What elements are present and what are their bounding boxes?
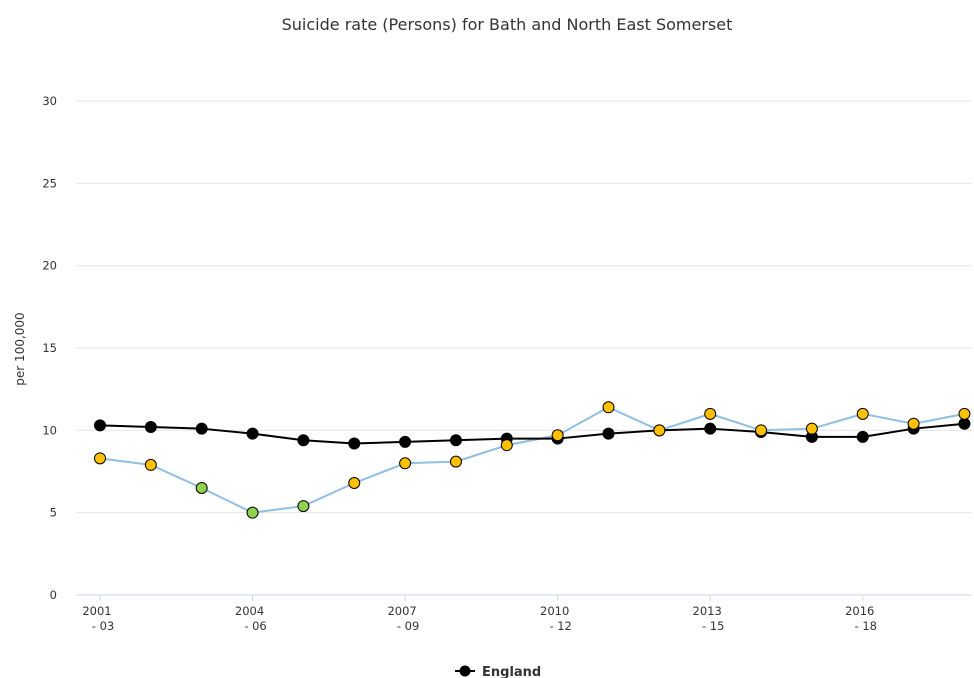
- x-tick-label: - 12: [549, 619, 571, 633]
- x-tick-label: 2007: [387, 604, 416, 618]
- england-data-point: [94, 419, 106, 432]
- chart-title: Suicide rate (Persons) for Bath and Nort…: [282, 15, 733, 34]
- bath-data-point: [195, 481, 208, 494]
- england-data-point: [195, 422, 208, 435]
- y-tick-label: 10: [42, 423, 57, 437]
- y-tick-label: 0: [50, 588, 57, 602]
- y-tick-label: 15: [42, 341, 57, 355]
- england-data-point: [144, 421, 157, 434]
- legend-england-marker: [459, 665, 471, 677]
- x-tick-label: - 15: [702, 619, 724, 633]
- bath-data-point: [246, 506, 259, 519]
- y-tick-label: 30: [42, 94, 57, 108]
- bath-data-point: [551, 429, 564, 442]
- plot-series: [94, 401, 971, 519]
- bath-data-point: [958, 407, 971, 420]
- england-data-point: [856, 430, 869, 443]
- x-tick-label: - 09: [397, 619, 419, 633]
- gridlines: [76, 100, 972, 514]
- y-axis-ticks: 0 5 10 15 20 25 30: [42, 94, 57, 602]
- y-tick-label: 25: [42, 176, 57, 190]
- x-tick-label: 2004: [235, 604, 264, 618]
- bath-data-point: [805, 422, 818, 435]
- x-tick-label: - 06: [244, 619, 266, 633]
- y-axis-label: per 100,000: [13, 312, 27, 385]
- bath-data-point: [856, 407, 869, 420]
- bath-data-point: [144, 458, 157, 471]
- england-data-point: [399, 435, 412, 448]
- bath-data-point: [348, 477, 361, 490]
- bath-data-point: [704, 407, 717, 420]
- bath-data-point: [653, 424, 666, 437]
- england-series-line: [99, 422, 965, 445]
- x-tick-label: 2010: [540, 604, 569, 618]
- england-data-point: [958, 417, 971, 430]
- legend-england-label: England: [482, 665, 541, 678]
- bath-data-point: [500, 439, 513, 452]
- bath-data-point: [297, 500, 310, 513]
- england-data-point: [246, 427, 259, 440]
- bath-series-line: [99, 406, 965, 514]
- x-tick-label: - 18: [855, 619, 877, 633]
- x-tick-label: - 03: [92, 619, 114, 633]
- y-tick-label: 5: [50, 506, 57, 520]
- england-data-point: [449, 434, 462, 447]
- england-data-point: [297, 434, 310, 447]
- x-axis: 2001- 03 2004- 06 2007- 09 2010- 12 2013- 15…: [76, 594, 972, 633]
- bath-data-point: [602, 401, 615, 414]
- series-lines: [99, 406, 965, 514]
- england-data-point: [602, 427, 615, 440]
- bath-data-point: [907, 417, 920, 430]
- series-markers: [94, 401, 971, 519]
- x-tick-label: 2001: [82, 604, 111, 618]
- england-data-point: [704, 422, 717, 435]
- y-tick-label: 20: [42, 259, 57, 273]
- england-data-point: [348, 437, 361, 450]
- bath-data-point: [449, 455, 462, 468]
- bath-data-point: [94, 452, 106, 465]
- bath-data-point: [399, 457, 412, 470]
- x-tick-label: 2016: [845, 604, 874, 618]
- bath-data-point: [755, 424, 768, 437]
- legend[interactable]: England: [455, 665, 541, 678]
- x-tick-label: 2013: [693, 604, 722, 618]
